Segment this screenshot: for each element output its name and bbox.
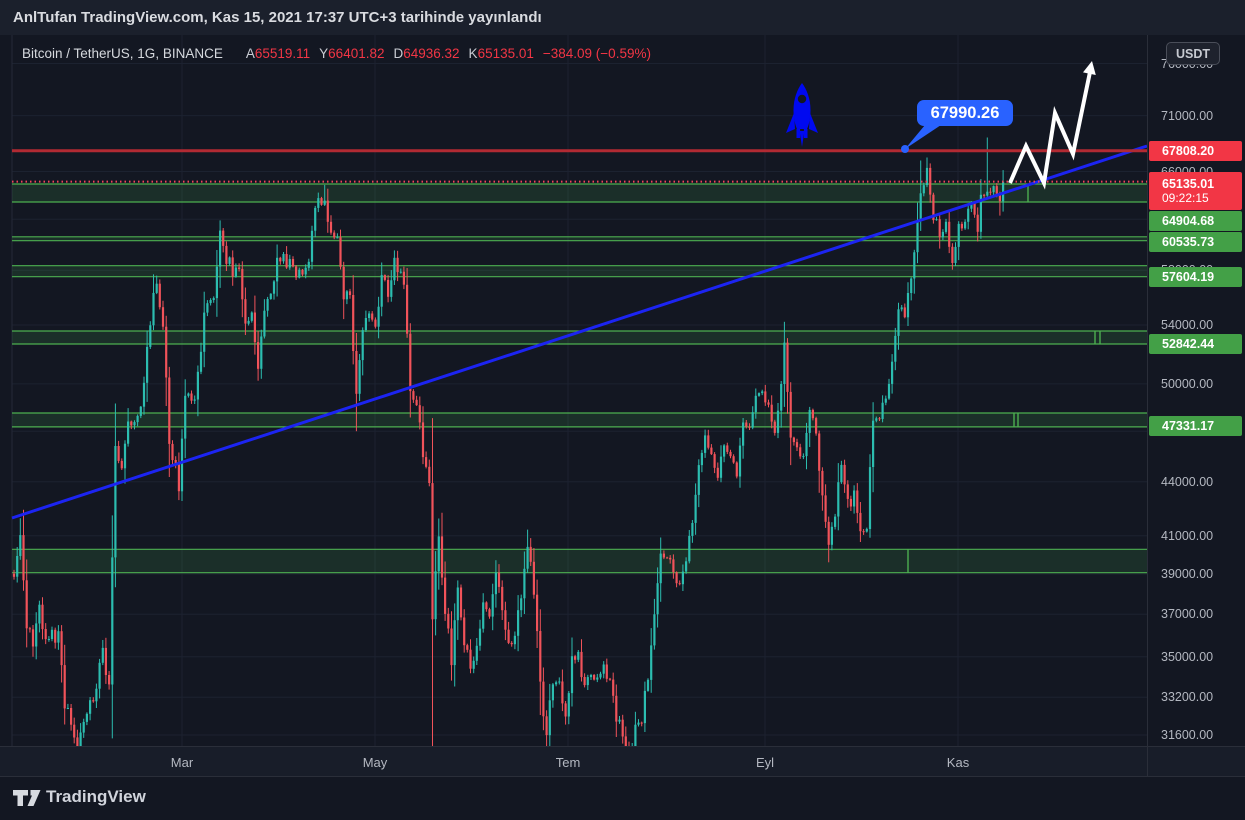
ohlc-value: 66401.82: [328, 46, 385, 61]
trendline-drawing: [11, 144, 1147, 520]
ohlc-key: Y: [319, 46, 329, 61]
price-level-label: 52842.44: [1149, 334, 1242, 354]
price-level-label: 64904.68: [1149, 211, 1242, 231]
price-level-value: 60535.73: [1162, 235, 1215, 249]
price-callout: 67990.26: [893, 95, 1028, 157]
price-tick-label: 37000.00: [1161, 607, 1214, 622]
price-level-value: 47331.17: [1162, 419, 1215, 433]
ohlc-key: A: [245, 46, 255, 61]
price-level-label: 65135.01 09:22:15: [1149, 172, 1242, 210]
price-tick-label: 50000.00: [1161, 376, 1214, 391]
ohlc-value: 65135.01: [477, 46, 534, 61]
rocket-drawing: [785, 83, 819, 149]
month-label: Eyl: [755, 755, 775, 770]
tradingview-logo-icon[interactable]: [13, 790, 41, 806]
tradingview-brand-link[interactable]: TradingView: [46, 787, 146, 806]
callout-tail: [901, 125, 941, 153]
price-tick-label: 35000.00: [1161, 649, 1214, 664]
price-level-label: 60535.73: [1149, 232, 1242, 252]
price-tick-label: 39000.00: [1161, 567, 1214, 581]
currency-badge-text: USDT: [1175, 46, 1211, 61]
arrowhead: [1083, 61, 1096, 75]
publish-header: AnlTufan TradingView.com, Kas 15, 2021 1…: [0, 0, 1245, 35]
price-tick-label: 41000.00: [1161, 528, 1214, 543]
zone-band: [12, 184, 1147, 202]
price-level-value: 65135.01: [1162, 177, 1215, 191]
axis-divider: [1147, 747, 1148, 776]
callout-bubble: 67990.26: [917, 100, 1013, 126]
ohlc-value: 64936.32: [403, 46, 460, 61]
month-label: Kas: [946, 755, 970, 770]
price-axis[interactable]: USDT 76000.0071000.0066000.0058000.00540…: [1147, 35, 1245, 746]
change-value: −384.09 (−0.59%): [542, 46, 651, 61]
rocket-icon: [786, 83, 818, 147]
page-footer: TradingView: [0, 777, 1245, 820]
ohlc-key: D: [393, 46, 404, 61]
chart-legend: Bitcoin / TetherUS, 1G, BINANCE A65519.11…: [22, 46, 651, 61]
price-tick-label: 31600.00: [1161, 728, 1214, 742]
chart-canvas[interactable]: [0, 35, 1147, 746]
currency-badge[interactable]: USDT: [1166, 42, 1220, 65]
price-tick-label: 54000.00: [1161, 318, 1214, 332]
chart-plot-area[interactable]: Bitcoin / TetherUS, 1G, BINANCE A65519.11…: [0, 35, 1147, 746]
callout-price-text: 67990.26: [930, 103, 1000, 122]
zone-band: [12, 265, 1147, 277]
price-tick-label: 33200.00: [1161, 690, 1214, 705]
ohlc-value: 65519.11: [254, 46, 311, 61]
bar-countdown-timer: 09:22:15: [1162, 191, 1209, 205]
time-axis[interactable]: Mar May Tem Eyl Kas: [0, 746, 1245, 777]
candles-layer: [12, 137, 1005, 746]
ohlc-key: K: [468, 46, 478, 61]
zone-band: [12, 331, 1147, 344]
price-level-value: 67808.20: [1162, 144, 1215, 158]
zone-band: [12, 549, 1147, 573]
price-level-value: 64904.68: [1162, 214, 1215, 228]
price-level-value: 52842.44: [1162, 337, 1215, 351]
price-level-label: 47331.17: [1149, 416, 1242, 436]
price-level-label: 67808.20: [1149, 141, 1242, 161]
zone-band: [12, 413, 1147, 427]
zone-band: [12, 236, 1147, 241]
month-label: Mar: [170, 755, 194, 770]
price-level-label: 57604.19: [1149, 267, 1242, 287]
price-tick-label: 71000.00: [1161, 108, 1214, 123]
ohlc-values: A65519.11 Y66401.82 D64936.32 K65135.01: [237, 46, 534, 61]
month-label: May: [362, 755, 388, 770]
trend-arrow-drawing: [1008, 71, 1092, 190]
price-level-value: 57604.19: [1162, 270, 1215, 284]
price-tick-label: 44000.00: [1161, 474, 1214, 489]
publish-header-text: AnlTufan TradingView.com, Kas 15, 2021 1…: [13, 9, 542, 26]
month-label: Tem: [555, 755, 581, 770]
symbol-title[interactable]: Bitcoin / TetherUS, 1G, BINANCE: [22, 46, 223, 61]
